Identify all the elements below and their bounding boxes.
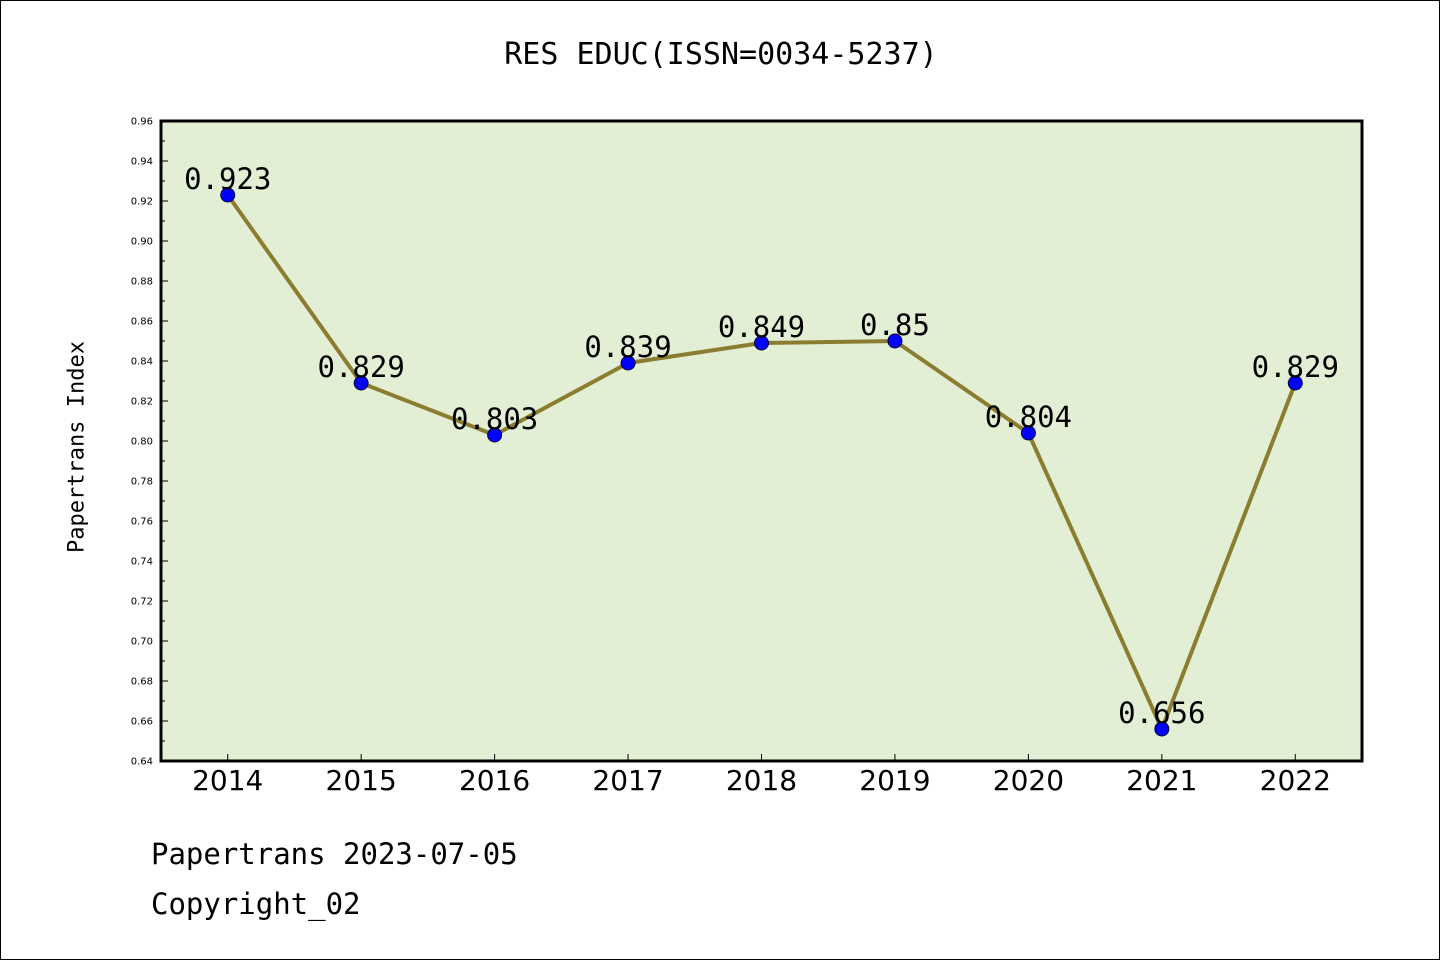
- y-tick-label: 0.70: [131, 637, 153, 648]
- data-label: 0.829: [318, 350, 405, 384]
- y-tick-label: 0.68: [131, 677, 153, 688]
- data-label: 0.829: [1252, 350, 1339, 384]
- x-tick-label: 2021: [1126, 764, 1197, 797]
- y-tick-label: 0.64: [131, 757, 153, 768]
- x-tick-label: 2017: [592, 764, 663, 797]
- data-label: 0.656: [1118, 696, 1205, 730]
- data-point: [1287, 375, 1303, 391]
- data-point: [754, 335, 769, 351]
- x-tick-label: 2019: [859, 764, 930, 797]
- y-tick-label: 0.84: [131, 357, 153, 368]
- y-tick-label: 0.88: [131, 277, 153, 288]
- data-point: [1154, 721, 1170, 737]
- footer-copyright: Copyright_02: [151, 887, 361, 921]
- y-tick-label: 0.78: [131, 477, 153, 488]
- y-tick-label: 0.96: [131, 117, 153, 128]
- data-label: 0.849: [718, 310, 805, 344]
- y-tick-label: 0.94: [131, 157, 153, 168]
- y-tick-label: 0.80: [131, 437, 153, 448]
- x-tick-label: 2015: [326, 764, 397, 797]
- data-label: 0.85: [860, 308, 930, 342]
- x-tick-label: 2022: [1260, 764, 1331, 797]
- plot-area: [161, 121, 1362, 761]
- data-point: [620, 355, 636, 371]
- data-point: [487, 427, 503, 443]
- y-tick-label: 0.92: [131, 197, 153, 208]
- y-tick-label: 0.76: [131, 517, 153, 528]
- y-tick-label: 0.66: [131, 717, 153, 728]
- x-tick-label: 2014: [192, 764, 263, 797]
- data-point: [220, 187, 236, 203]
- y-tick-label: 0.74: [131, 557, 153, 568]
- chart-title: RES EDUC(ISSN=0034-5237): [504, 37, 938, 72]
- data-label: 0.803: [451, 402, 538, 436]
- x-tick-label: 2020: [993, 764, 1064, 797]
- data-point: [887, 333, 903, 349]
- plot-frame: [159, 119, 1364, 763]
- y-tick-label: 0.90: [131, 237, 153, 248]
- y-tick-label: 0.72: [131, 597, 153, 608]
- data-label: 0.923: [184, 162, 271, 196]
- data-label: 0.804: [985, 400, 1072, 434]
- data-label: 0.839: [584, 330, 671, 364]
- y-tick-label: 0.82: [131, 397, 153, 408]
- y-tick-label: 0.86: [131, 317, 153, 328]
- x-tick-label: 2018: [726, 764, 797, 797]
- x-tick-label: 2016: [459, 764, 530, 797]
- data-point: [1020, 425, 1036, 441]
- data-point: [353, 375, 369, 391]
- footer-date: Papertrans 2023-07-05: [151, 837, 518, 871]
